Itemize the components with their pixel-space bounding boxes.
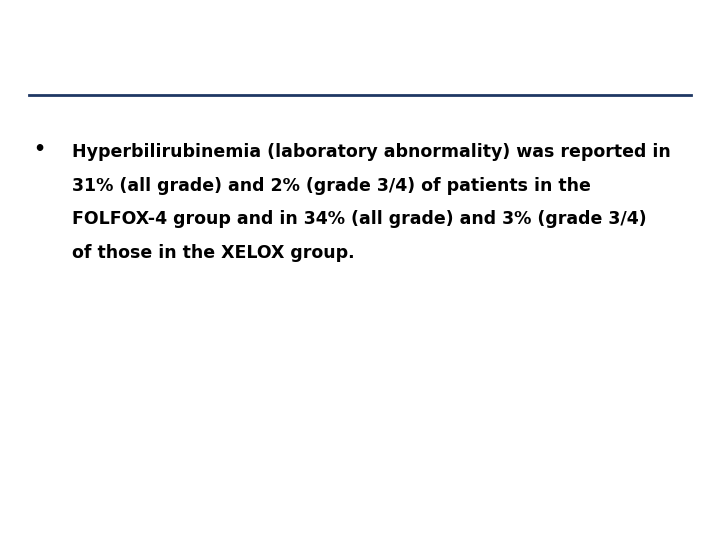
Text: 31% (all grade) and 2% (grade 3/4) of patients in the: 31% (all grade) and 2% (grade 3/4) of pa… bbox=[72, 177, 591, 194]
Text: of those in the XELOX group.: of those in the XELOX group. bbox=[72, 244, 355, 261]
Text: Hyperbilirubinemia (laboratory abnormality) was reported in: Hyperbilirubinemia (laboratory abnormali… bbox=[72, 143, 671, 161]
Text: •: • bbox=[34, 140, 45, 159]
Text: FOLFOX-4 group and in 34% (all grade) and 3% (grade 3/4): FOLFOX-4 group and in 34% (all grade) an… bbox=[72, 210, 647, 228]
